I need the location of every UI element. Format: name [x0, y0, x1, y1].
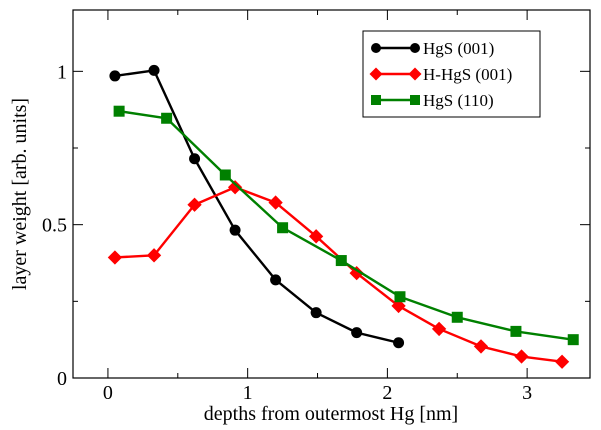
legend-label: HgS (001) — [423, 39, 494, 58]
legend-marker — [371, 95, 381, 105]
data-point — [567, 334, 579, 346]
data-point — [187, 197, 202, 212]
x-tick-label: 0 — [103, 382, 113, 404]
data-point — [451, 311, 463, 323]
data-point — [473, 339, 489, 354]
data-point — [394, 291, 406, 303]
plot-frame — [72, 9, 591, 379]
data-point — [391, 298, 406, 314]
data-point — [227, 180, 243, 195]
legend-marker — [371, 43, 381, 53]
x-axis-ticks: 0 1 2 3 — [103, 10, 532, 404]
series-2 — [107, 180, 570, 369]
y-axis-label: layer weight [arb. units] — [9, 98, 31, 290]
x-axis-label: depths from outermost Hg [nm] — [204, 403, 458, 425]
data-point — [308, 229, 324, 244]
x-tick-label: 2 — [382, 382, 392, 404]
legend-marker — [410, 95, 420, 105]
series-3 — [113, 105, 579, 346]
data-point — [351, 327, 363, 339]
legend-label: H-HgS (001) — [423, 65, 512, 84]
y-tick-label: 0.5 — [42, 215, 67, 237]
data-point — [109, 70, 121, 82]
legend-item: HgS (110) — [371, 91, 494, 110]
series-layer — [107, 64, 579, 369]
data-point — [277, 222, 289, 234]
data-point — [146, 248, 162, 263]
data-point — [349, 265, 364, 281]
x-tick-label: 3 — [522, 382, 532, 404]
legend-marker — [369, 67, 383, 81]
data-point — [310, 307, 322, 319]
y-tick-label: 0 — [57, 368, 67, 390]
data-point — [393, 337, 405, 349]
series-line — [114, 69, 399, 344]
legend: HgS (001) H-HgS (001) HgS (110) — [362, 30, 541, 118]
legend-item: HgS (001) — [371, 39, 494, 58]
data-point — [270, 274, 282, 286]
legend-marker — [410, 43, 420, 53]
data-point — [510, 325, 522, 337]
data-point — [514, 349, 529, 364]
data-point — [148, 64, 160, 76]
legend-items: HgS (001) H-HgS (001) HgS (110) — [369, 39, 512, 110]
data-point — [335, 255, 347, 267]
y-axis-ticks: 00.51 — [42, 61, 590, 390]
data-point — [107, 250, 123, 265]
legend-label: HgS (110) — [423, 91, 494, 110]
data-point — [431, 321, 447, 337]
series-line — [114, 186, 563, 363]
data-point — [161, 112, 173, 124]
series-1 — [109, 64, 405, 349]
legend-marker — [408, 67, 422, 81]
data-point — [229, 224, 241, 236]
data-point — [113, 105, 125, 117]
x-tick-label: 1 — [243, 382, 253, 404]
data-point — [554, 354, 570, 369]
data-point — [219, 169, 231, 181]
y-tick-label: 1 — [57, 61, 67, 83]
data-point — [189, 153, 201, 165]
data-point — [268, 195, 283, 210]
legend-item: H-HgS (001) — [369, 65, 512, 84]
